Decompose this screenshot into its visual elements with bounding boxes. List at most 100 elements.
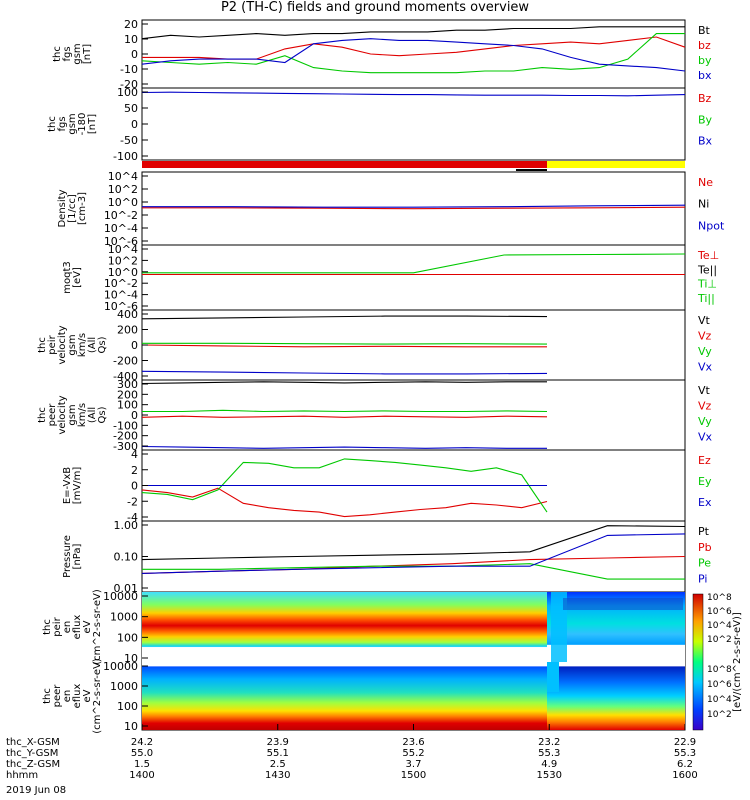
panel-frame: [141, 379, 686, 451]
y-tick-label: 0.10: [114, 551, 139, 564]
x-axis-value: 55.3: [674, 748, 696, 759]
y-axis-label-line: [nT]: [82, 44, 93, 64]
x-axis-value: 2.5: [270, 759, 286, 770]
legend-entry: Ey: [698, 475, 712, 488]
panel-frame: [141, 19, 686, 89]
x-axis-value: 55.2: [402, 748, 424, 759]
series-ey: [141, 458, 548, 513]
y-axis-label-line: E=-VxB: [62, 467, 73, 504]
y-tick-label: 1000: [110, 611, 138, 624]
y-tick-label: 10000: [103, 660, 138, 673]
y-axis-label-line: velocity: [57, 325, 68, 364]
series-bx: [141, 91, 686, 97]
legend-entry: Npot: [698, 219, 725, 232]
legend-entry: Pt: [698, 525, 710, 538]
y-tick-label: 20: [124, 18, 138, 31]
legend-entry: Ne: [698, 176, 713, 189]
legend-entry: Bt: [698, 24, 711, 37]
y-axis-label-line: km/s: [77, 403, 88, 427]
colorbar-tick: 10^2: [707, 710, 732, 720]
series-npot: [142, 204, 686, 208]
legend-entry: Te⊥: [697, 249, 719, 262]
x-axis-value: 24.2: [131, 737, 153, 748]
colorbar-label-text: [eV/(cm^2-s-sr-eV)]: [732, 612, 743, 712]
y-axis-label: moqt3 [eV]: [62, 261, 83, 294]
legend-entry: Ex: [698, 496, 712, 509]
colorbar-label: [eV/(cm^2-s-sr-eV)]: [732, 612, 743, 712]
y-tick-label: 4: [131, 448, 138, 461]
y-tick-label: -100: [113, 419, 138, 432]
y-tick-label: 0.01: [114, 582, 139, 595]
panel-frame: [141, 309, 686, 381]
data-series: [141, 26, 686, 580]
x-axis-value: 1.5: [134, 759, 150, 770]
y-axis-label-line: eV: [82, 689, 93, 702]
x-axis-value: 6.2: [677, 759, 693, 770]
y-tick-label: 10^-6: [104, 300, 138, 313]
colorbar-tick: 10^2: [707, 635, 732, 645]
series-bx: [141, 38, 686, 72]
series-pe: [142, 563, 685, 580]
legend-entry: Vz: [698, 330, 712, 343]
legend-entry: Te||: [697, 263, 717, 276]
colorbar-tick: 10^4: [707, 695, 732, 705]
legend-entry: Pe: [698, 557, 711, 570]
legend-entry: Ti||: [697, 292, 715, 305]
y-axis-label-line: en: [62, 621, 73, 634]
y-tick-label: -200: [113, 355, 138, 368]
y-axis-label-line: (cm^2-s-sr-eV): [92, 589, 103, 665]
y-axis-label-line: peer: [52, 684, 63, 708]
y-tick-label: 100: [117, 399, 138, 412]
y-axis-label-line: gsm: [67, 113, 78, 134]
series-vx: [141, 370, 548, 375]
y-axis-label-line: gsm: [72, 43, 83, 64]
ion-spectrogram: [142, 592, 685, 662]
x-axis-value: 55.0: [131, 748, 153, 759]
legend-entry: by: [698, 54, 712, 67]
legend-entry: bx: [698, 69, 712, 82]
colorbar-tick: 10^6: [707, 607, 732, 617]
y-axis-label: E=-VxB [mV/m]: [62, 467, 83, 505]
y-tick-label: -100: [113, 150, 138, 163]
y-axis-label-line: (All: [87, 407, 98, 423]
legend-entry: bz: [698, 39, 711, 52]
y-axis-label-line: thc: [52, 46, 63, 62]
series-vx: [141, 445, 547, 449]
x-axis-value: 55.3: [538, 748, 560, 759]
y-axis-label-line: gsm: [67, 404, 78, 425]
date-label: 2019 Jun 08: [6, 785, 66, 796]
x-axis-value: 1530: [537, 770, 562, 781]
x-axis-row-label: thc_X-GSM: [6, 737, 60, 748]
y-tick-label: 100: [117, 86, 138, 99]
y-axis-label-line: eV: [82, 620, 93, 633]
y-axis-label-line: peer: [47, 403, 58, 427]
series-vy: [142, 342, 548, 345]
y-axis-label-line: moqt3: [62, 261, 73, 294]
y-axis-label-line: km/s: [77, 333, 88, 357]
x-axis-value: 55.1: [267, 748, 289, 759]
y-axis-label-line: eflux: [72, 684, 83, 709]
electron-spectrogram: [142, 662, 685, 730]
y-tick-label: 1000: [110, 680, 138, 693]
series-by: [141, 33, 685, 74]
y-tick-label: 10^0: [108, 196, 138, 209]
y-tick-label: 10^-2: [104, 209, 138, 222]
series-bt: [141, 26, 685, 40]
legend-entry: Bz: [698, 92, 712, 105]
legend-entry: Vz: [698, 400, 712, 413]
legend-entry: Vt: [698, 384, 711, 397]
series-pt: [141, 525, 686, 561]
x-axis-value: 1500: [401, 770, 426, 781]
y-axis-label-line: eflux: [72, 615, 83, 640]
y-axis-label: thc fgs gsm [nT]: [52, 43, 93, 64]
panel-frame: [141, 87, 686, 161]
series-vt: [141, 381, 547, 385]
y-tick-label: 0: [131, 480, 138, 493]
legend-entry: Pi: [698, 572, 707, 585]
y-tick-label: -300: [113, 440, 138, 453]
legend-entry: Ti⊥: [697, 278, 717, 291]
legend-entry: Vt: [698, 314, 711, 327]
y-tick-label: 100: [117, 700, 138, 713]
